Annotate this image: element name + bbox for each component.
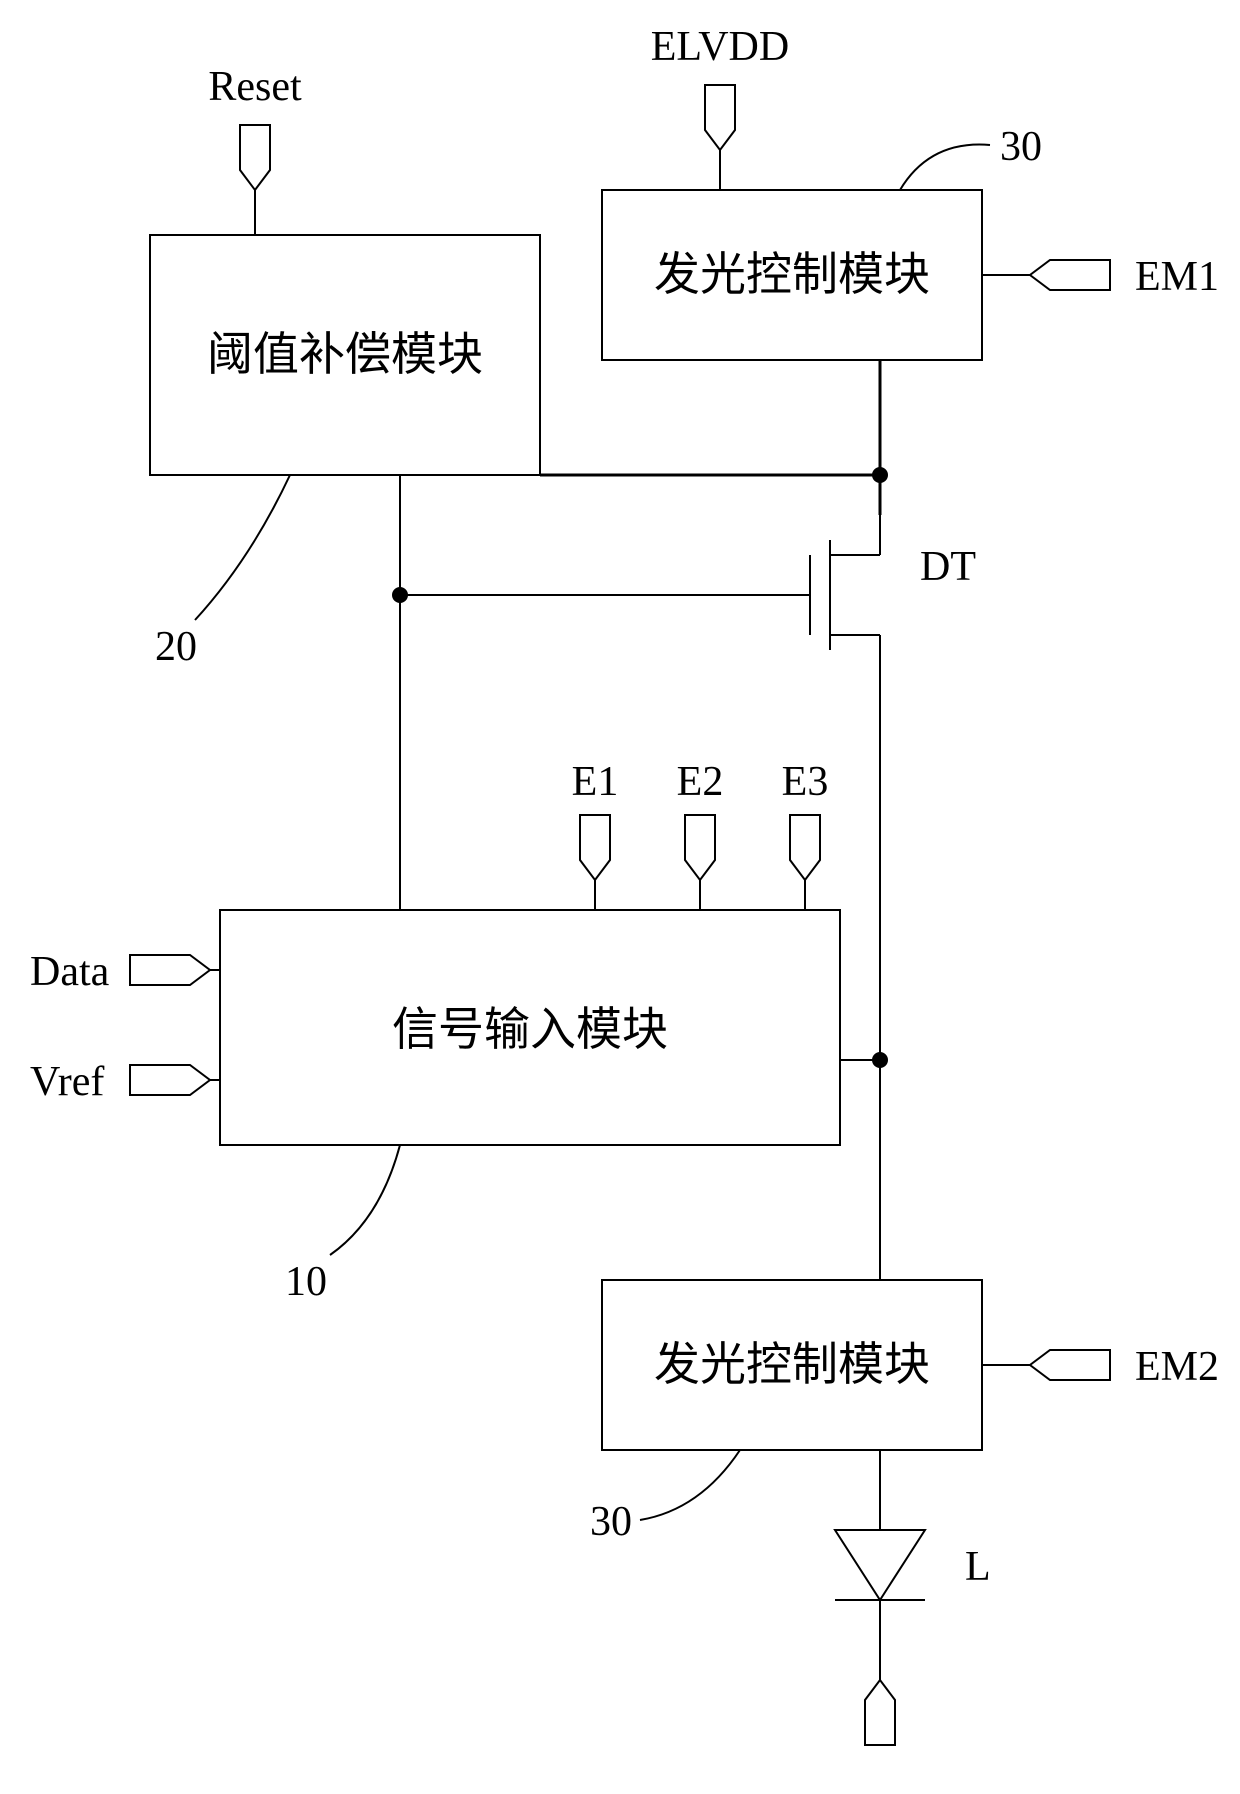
led-bottom-port-icon bbox=[865, 1680, 895, 1745]
emit-control-bot-label: 发光控制模块 bbox=[654, 1339, 930, 1390]
ref-20-leader bbox=[195, 475, 290, 620]
l-label: L bbox=[965, 1544, 991, 1590]
em1-port-icon bbox=[1030, 260, 1110, 290]
ref-10-leader bbox=[330, 1145, 400, 1255]
reset-label: Reset bbox=[208, 64, 302, 110]
data-port-icon bbox=[130, 955, 210, 985]
vref-port-icon bbox=[130, 1065, 210, 1095]
e2-port-icon bbox=[685, 815, 715, 880]
data-label: Data bbox=[30, 949, 110, 995]
em2-port-icon bbox=[1030, 1350, 1110, 1380]
ref-30-bot-leader bbox=[640, 1450, 740, 1520]
circuit-diagram: 阈值补偿模块 发光控制模块 信号输入模块 发光控制模块 Reset ELVDD … bbox=[0, 0, 1240, 1794]
reset-port-icon bbox=[240, 125, 270, 190]
emit-control-top-label: 发光控制模块 bbox=[654, 249, 930, 300]
ref-30-top: 30 bbox=[1000, 124, 1042, 170]
e3-port-icon bbox=[790, 815, 820, 880]
e1-port-icon bbox=[580, 815, 610, 880]
vref-label: Vref bbox=[30, 1059, 104, 1105]
ref-30-bot: 30 bbox=[590, 1499, 632, 1545]
ref-10: 10 bbox=[285, 1259, 327, 1305]
ref-20: 20 bbox=[155, 624, 197, 670]
signal-input-label: 信号输入模块 bbox=[392, 1004, 668, 1055]
e1-label: E1 bbox=[572, 759, 619, 805]
elvdd-port-icon bbox=[705, 85, 735, 150]
e2-label: E2 bbox=[677, 759, 724, 805]
threshold-comp-label: 阈值补偿模块 bbox=[207, 329, 483, 380]
led-triangle bbox=[835, 1530, 925, 1600]
e3-label: E3 bbox=[782, 759, 829, 805]
em2-label: EM2 bbox=[1135, 1344, 1219, 1390]
em1-label: EM1 bbox=[1135, 254, 1219, 300]
dt-label: DT bbox=[920, 544, 976, 590]
ref-30-top-leader bbox=[900, 145, 990, 190]
elvdd-label: ELVDD bbox=[651, 24, 789, 70]
node-top bbox=[872, 467, 888, 483]
